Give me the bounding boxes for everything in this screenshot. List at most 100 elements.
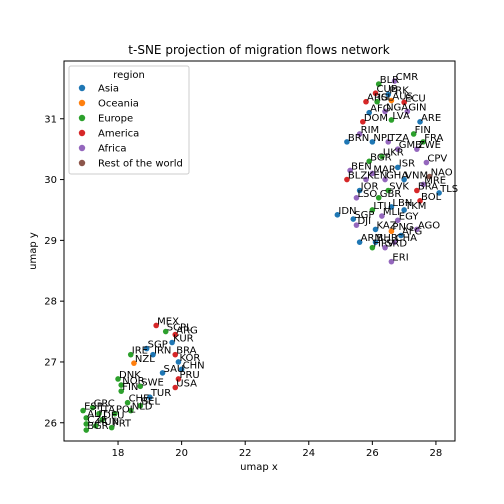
point-label: SGP <box>354 210 374 221</box>
data-point <box>401 176 407 183</box>
point-label: ESP <box>84 402 103 413</box>
data-point <box>162 328 169 335</box>
point-label: DEU <box>103 411 124 422</box>
data-point <box>391 239 398 245</box>
data-point <box>404 108 411 115</box>
data-point <box>175 359 182 365</box>
point-label: AUS <box>392 92 413 103</box>
point-label: CZE <box>87 415 107 426</box>
point-label: IRN <box>154 346 171 357</box>
point-label: LVA <box>392 111 410 122</box>
data-point <box>350 216 357 222</box>
point-label: KAZ <box>377 220 397 231</box>
data-point <box>356 187 363 194</box>
legend-marker <box>78 99 86 107</box>
x-axis: 18 20 22 24 26 28 <box>112 441 442 459</box>
point-label: HRV <box>373 239 394 250</box>
data-point <box>118 382 125 388</box>
point-label: KEN <box>367 171 387 182</box>
data-point <box>127 407 134 414</box>
data-point <box>178 366 185 373</box>
data-point <box>89 404 96 411</box>
point-label: PNG <box>392 222 413 233</box>
point-label: BEL <box>141 397 160 408</box>
point-label: MEX <box>157 316 179 327</box>
data-point <box>398 232 404 239</box>
point-label: RIM <box>361 125 380 136</box>
point-label: TLS <box>439 184 458 195</box>
point-label: LSO <box>357 189 377 200</box>
data-point <box>423 159 430 166</box>
point-label: MRE <box>424 175 446 186</box>
point-label: CHA <box>396 233 418 244</box>
data-point <box>372 239 379 245</box>
point-label: GMB <box>399 140 422 151</box>
data-point <box>143 345 150 352</box>
point-label: BEN <box>351 161 372 172</box>
point-label: ZWE <box>418 140 441 151</box>
point-label: PRT <box>113 419 132 430</box>
point-label: CHN <box>183 360 205 371</box>
data-point <box>356 131 363 137</box>
data-point <box>417 119 423 125</box>
data-point <box>436 190 442 196</box>
point-label: NOR <box>122 376 144 387</box>
point-label: FRA <box>424 133 443 144</box>
point-label: CPV <box>427 154 447 165</box>
data-point <box>137 402 144 409</box>
y-axis-label: umap y <box>28 232 39 270</box>
y-tick-label: 28 <box>44 297 57 308</box>
point-label: NGA <box>386 102 408 113</box>
data-point <box>379 213 385 219</box>
point-label: GHA <box>386 171 408 182</box>
data-point <box>99 416 105 423</box>
data-point <box>115 376 121 382</box>
data-point <box>366 109 372 116</box>
data-point <box>137 383 144 390</box>
plot-area-frame <box>63 60 456 442</box>
data-point <box>108 424 115 431</box>
data-point <box>382 108 388 115</box>
point-label: EGY <box>399 211 420 222</box>
point-label: SCPL <box>167 323 192 334</box>
data-point <box>169 339 175 346</box>
data-point <box>388 117 395 123</box>
data-point <box>356 239 363 245</box>
data-point <box>127 351 134 358</box>
point-label: SRD <box>386 239 407 250</box>
data-point <box>372 90 379 97</box>
legend-marker <box>78 114 86 122</box>
point-label: POL <box>116 405 136 416</box>
legend-entry-label: Rest of the world <box>98 159 183 170</box>
point-label: DJI <box>357 216 371 227</box>
data-point <box>366 158 372 165</box>
point-label: NZL <box>135 354 155 365</box>
legend-marker <box>78 159 86 167</box>
data-point <box>369 207 376 213</box>
data-point <box>388 258 395 265</box>
legend-title: region <box>113 70 145 81</box>
legend-entry-label: Europe <box>98 114 133 125</box>
legend-entry-label: Africa <box>98 144 127 155</box>
x-tick-label: 18 <box>112 448 125 459</box>
data-point <box>172 351 179 358</box>
legend-box <box>68 65 190 175</box>
point-label: ERI <box>392 253 408 264</box>
data-point <box>360 119 366 125</box>
data-point <box>391 78 398 84</box>
data-point <box>363 98 369 105</box>
point-label: IDN <box>338 206 356 217</box>
data-point <box>388 228 395 235</box>
data-point <box>414 226 420 233</box>
point-label: CMR <box>396 72 419 83</box>
data-point <box>353 195 360 201</box>
point-label: FIN <box>415 125 431 136</box>
data-point <box>175 376 182 382</box>
data-point <box>382 244 388 251</box>
point-label: ISR <box>399 158 415 169</box>
point-label: TZA <box>388 133 409 144</box>
y-tick-label: 31 <box>44 114 57 125</box>
data-point <box>147 394 153 401</box>
point-label: AUT <box>87 409 108 420</box>
